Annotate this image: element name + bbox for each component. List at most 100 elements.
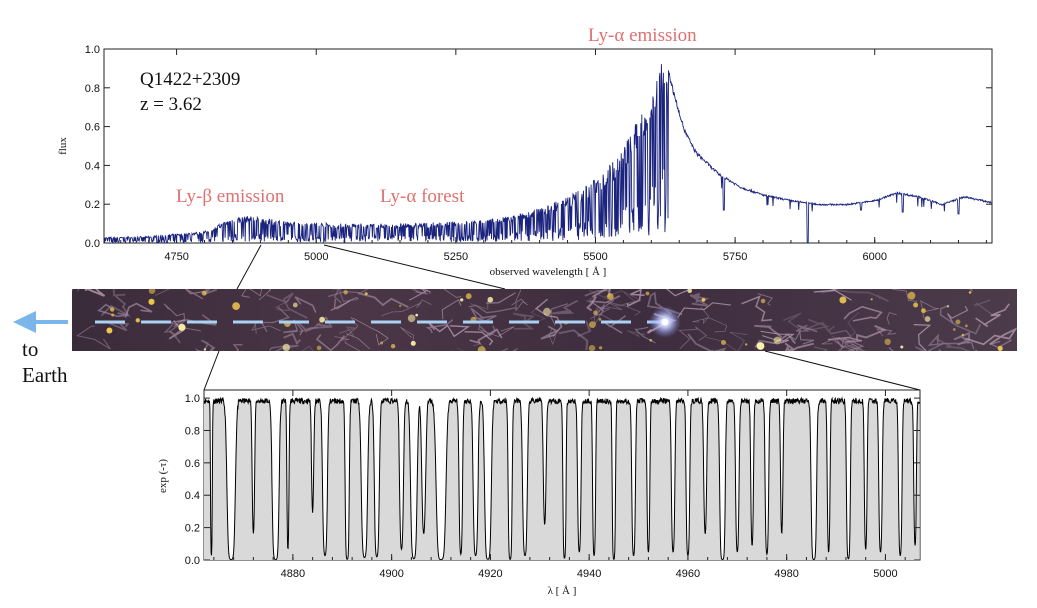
galaxy-knot [110,307,115,312]
top-y-tick-label: 0.6 [85,122,100,134]
bottom-y-tick-label: 0.0 [185,555,200,567]
galaxy-knot [593,310,598,316]
filament [888,346,895,351]
filament [828,329,859,343]
top-y-tick-label: 0.4 [85,160,100,172]
filament [468,304,517,314]
filament [353,317,389,346]
filament [511,289,528,312]
filament [706,331,748,351]
filament [275,300,290,311]
filament [813,289,852,301]
filament [269,345,299,351]
filament [464,330,494,346]
filament [330,289,358,303]
filament [334,316,359,341]
filament [687,333,727,351]
galaxy-knot [232,302,241,310]
filament [345,333,371,350]
filament [833,336,861,351]
filament [154,289,171,296]
bottom-transmission-panel: 4880 4900 4920 4940 4960 4980 5000 0.0 0.2 0.4 0.6… [157,389,921,597]
ly-beta-emission-annotation: Ly-β emission [176,186,285,207]
bottom-x-tick-label: 4980 [774,568,798,580]
filament [470,307,497,322]
filament [315,334,346,351]
bottom-y-tick-label: 1.0 [185,393,200,405]
bottom-y-tick-label: 0.8 [185,425,200,437]
filament [974,349,978,351]
filament [754,324,783,338]
bottom-x-tick-label: 5000 [873,568,897,580]
filament [965,327,1017,346]
filament [241,289,272,301]
galaxy-knot [760,298,766,304]
galaxy-knot [364,292,368,296]
filament [782,312,802,330]
filament [297,316,333,331]
zoom-connector-right-top [323,244,506,290]
galaxy-knot [598,318,602,321]
filament [915,343,944,351]
filament [692,317,728,333]
galaxy-knot [319,316,325,323]
galaxy-knot [343,290,348,295]
filament [584,289,611,297]
galaxy-knot [924,316,931,322]
filament [843,305,883,322]
filament [953,331,971,346]
top-axis-ticks: 4750 5000 5250 5500 5750 6000 0.0 0.2 0.4 0.6 0.8 1… [85,44,992,263]
galaxy-knot [178,323,186,331]
filament [163,303,186,328]
filament [754,333,797,348]
filament [837,337,867,351]
filament [513,350,515,351]
filament [76,289,80,292]
top-spectrum-line [104,64,992,243]
filament [450,350,452,351]
filament [788,329,815,345]
filament [820,289,889,303]
galaxy-knot [292,302,298,308]
galaxy-knot [410,340,416,346]
filament [551,299,579,315]
bottom-x-tick-label: 4900 [379,568,403,580]
filament [344,340,361,351]
top-y-tick-label: 1.0 [85,44,100,56]
filament [124,302,153,318]
filament [232,344,243,351]
filament [470,302,489,310]
filament [512,312,535,330]
filament [501,347,518,351]
filament [357,292,409,309]
galaxy-knot [913,302,919,308]
filament [441,298,462,320]
filament [939,304,982,335]
filament [409,289,431,301]
filament [677,302,731,318]
top-x-tick-label: 5750 [723,251,747,263]
to-label: to [22,337,38,361]
filament [163,322,181,344]
filament [479,325,497,337]
filament [615,304,642,316]
filament [969,289,973,292]
top-y-tick-label: 0.2 [85,199,100,211]
filament [627,327,647,338]
galaxy-knot [201,290,207,296]
filament [112,289,126,297]
filament [550,303,568,326]
filament [975,303,1010,328]
bottom-y-tick-label: 0.4 [185,490,200,502]
filament [856,324,888,339]
galaxy-knot [543,307,551,316]
galaxy-knot [649,338,653,342]
galaxy-knot [756,342,765,350]
galaxy-knot [487,296,494,303]
filament [875,328,896,337]
filament [594,304,606,316]
filament [700,306,710,325]
bottom-y-axis-label: exp (-τ) [157,459,169,493]
filament [84,289,106,297]
filament [886,311,897,325]
